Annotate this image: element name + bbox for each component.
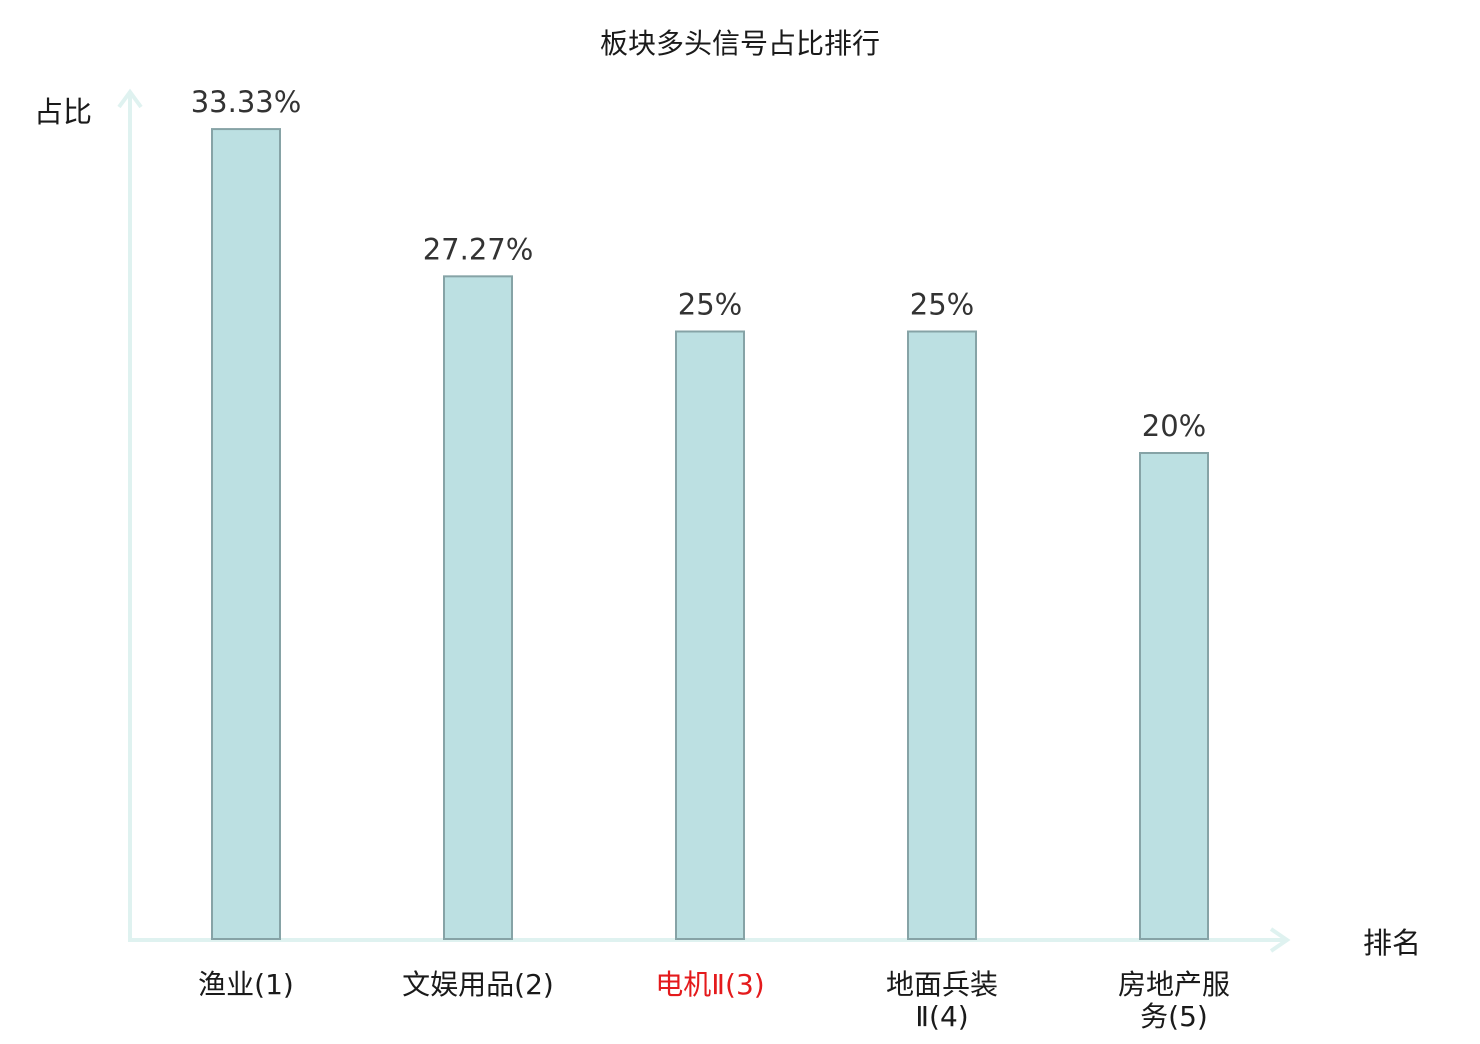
category-label-4-line-2: Ⅱ(4) (915, 1000, 968, 1033)
bar-4 (907, 330, 977, 940)
y-axis-label: 占比 (34, 95, 92, 129)
value-label-3: 25% (678, 288, 742, 322)
bar-5 (1139, 452, 1209, 940)
y-axis-arrow-icon (117, 88, 143, 109)
bar-2 (443, 275, 513, 940)
category-label-3: 电机Ⅱ(3) (655, 968, 764, 1001)
category-label-4-line-1: 地面兵装 (886, 968, 998, 1001)
category-label-5-line-1: 房地产服 (1118, 968, 1230, 1001)
value-label-2: 27.27% (423, 232, 534, 266)
chart-title: 板块多头信号占比排行 (600, 27, 880, 60)
value-label-4: 25% (910, 288, 974, 322)
value-label-1: 33.33% (191, 85, 302, 119)
bars-group (211, 128, 1209, 940)
x-axis-label: 排名 (1363, 926, 1421, 960)
value-labels-group: 33.33% 27.27% 25% 25% 20% (191, 85, 1207, 443)
value-label-5: 20% (1142, 409, 1206, 443)
category-label-2: 文娱用品(2) (402, 968, 554, 1001)
category-label-1: 渔业(1) (198, 968, 294, 1001)
x-axis-arrow-icon (1269, 927, 1291, 953)
category-label-5-line-2: 务(5) (1140, 1000, 1208, 1033)
bar-1 (211, 128, 281, 940)
bar-3 (675, 330, 745, 940)
